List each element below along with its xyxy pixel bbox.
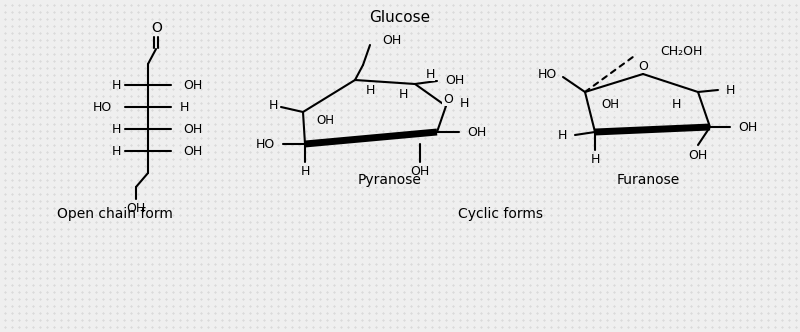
Text: HO: HO — [93, 101, 112, 114]
Text: OH: OH — [126, 203, 146, 215]
Text: OH: OH — [738, 121, 758, 133]
Text: H: H — [111, 78, 121, 92]
Text: H: H — [180, 101, 190, 114]
Text: H: H — [300, 164, 310, 178]
Text: O: O — [151, 21, 162, 35]
Text: H: H — [426, 67, 434, 80]
Text: OH: OH — [601, 98, 619, 111]
Text: H: H — [398, 88, 408, 101]
Text: H: H — [268, 99, 278, 112]
Text: OH: OH — [183, 78, 202, 92]
Text: H: H — [671, 98, 681, 111]
Text: H: H — [111, 123, 121, 135]
Text: Furanose: Furanose — [616, 173, 680, 187]
Text: OH: OH — [445, 73, 464, 87]
Text: HO: HO — [256, 137, 275, 150]
Text: OH: OH — [316, 114, 334, 126]
Text: OH: OH — [410, 164, 430, 178]
Text: H: H — [558, 128, 567, 141]
Text: O: O — [638, 59, 648, 72]
Text: H: H — [459, 97, 469, 110]
Text: Glucose: Glucose — [370, 10, 430, 25]
Text: H: H — [111, 144, 121, 157]
Text: H: H — [590, 152, 600, 165]
Text: OH: OH — [467, 125, 486, 138]
Text: H: H — [366, 84, 374, 97]
Text: O: O — [443, 93, 453, 106]
Text: Open chain form: Open chain form — [57, 207, 173, 221]
Text: Cyclic forms: Cyclic forms — [458, 207, 542, 221]
Text: CH₂OH: CH₂OH — [660, 44, 702, 57]
Text: Pyranose: Pyranose — [358, 173, 422, 187]
Text: HO: HO — [538, 67, 557, 80]
Text: OH: OH — [183, 123, 202, 135]
Text: OH: OH — [382, 34, 402, 46]
Text: OH: OH — [688, 148, 708, 161]
Text: OH: OH — [183, 144, 202, 157]
Text: H: H — [726, 84, 735, 97]
